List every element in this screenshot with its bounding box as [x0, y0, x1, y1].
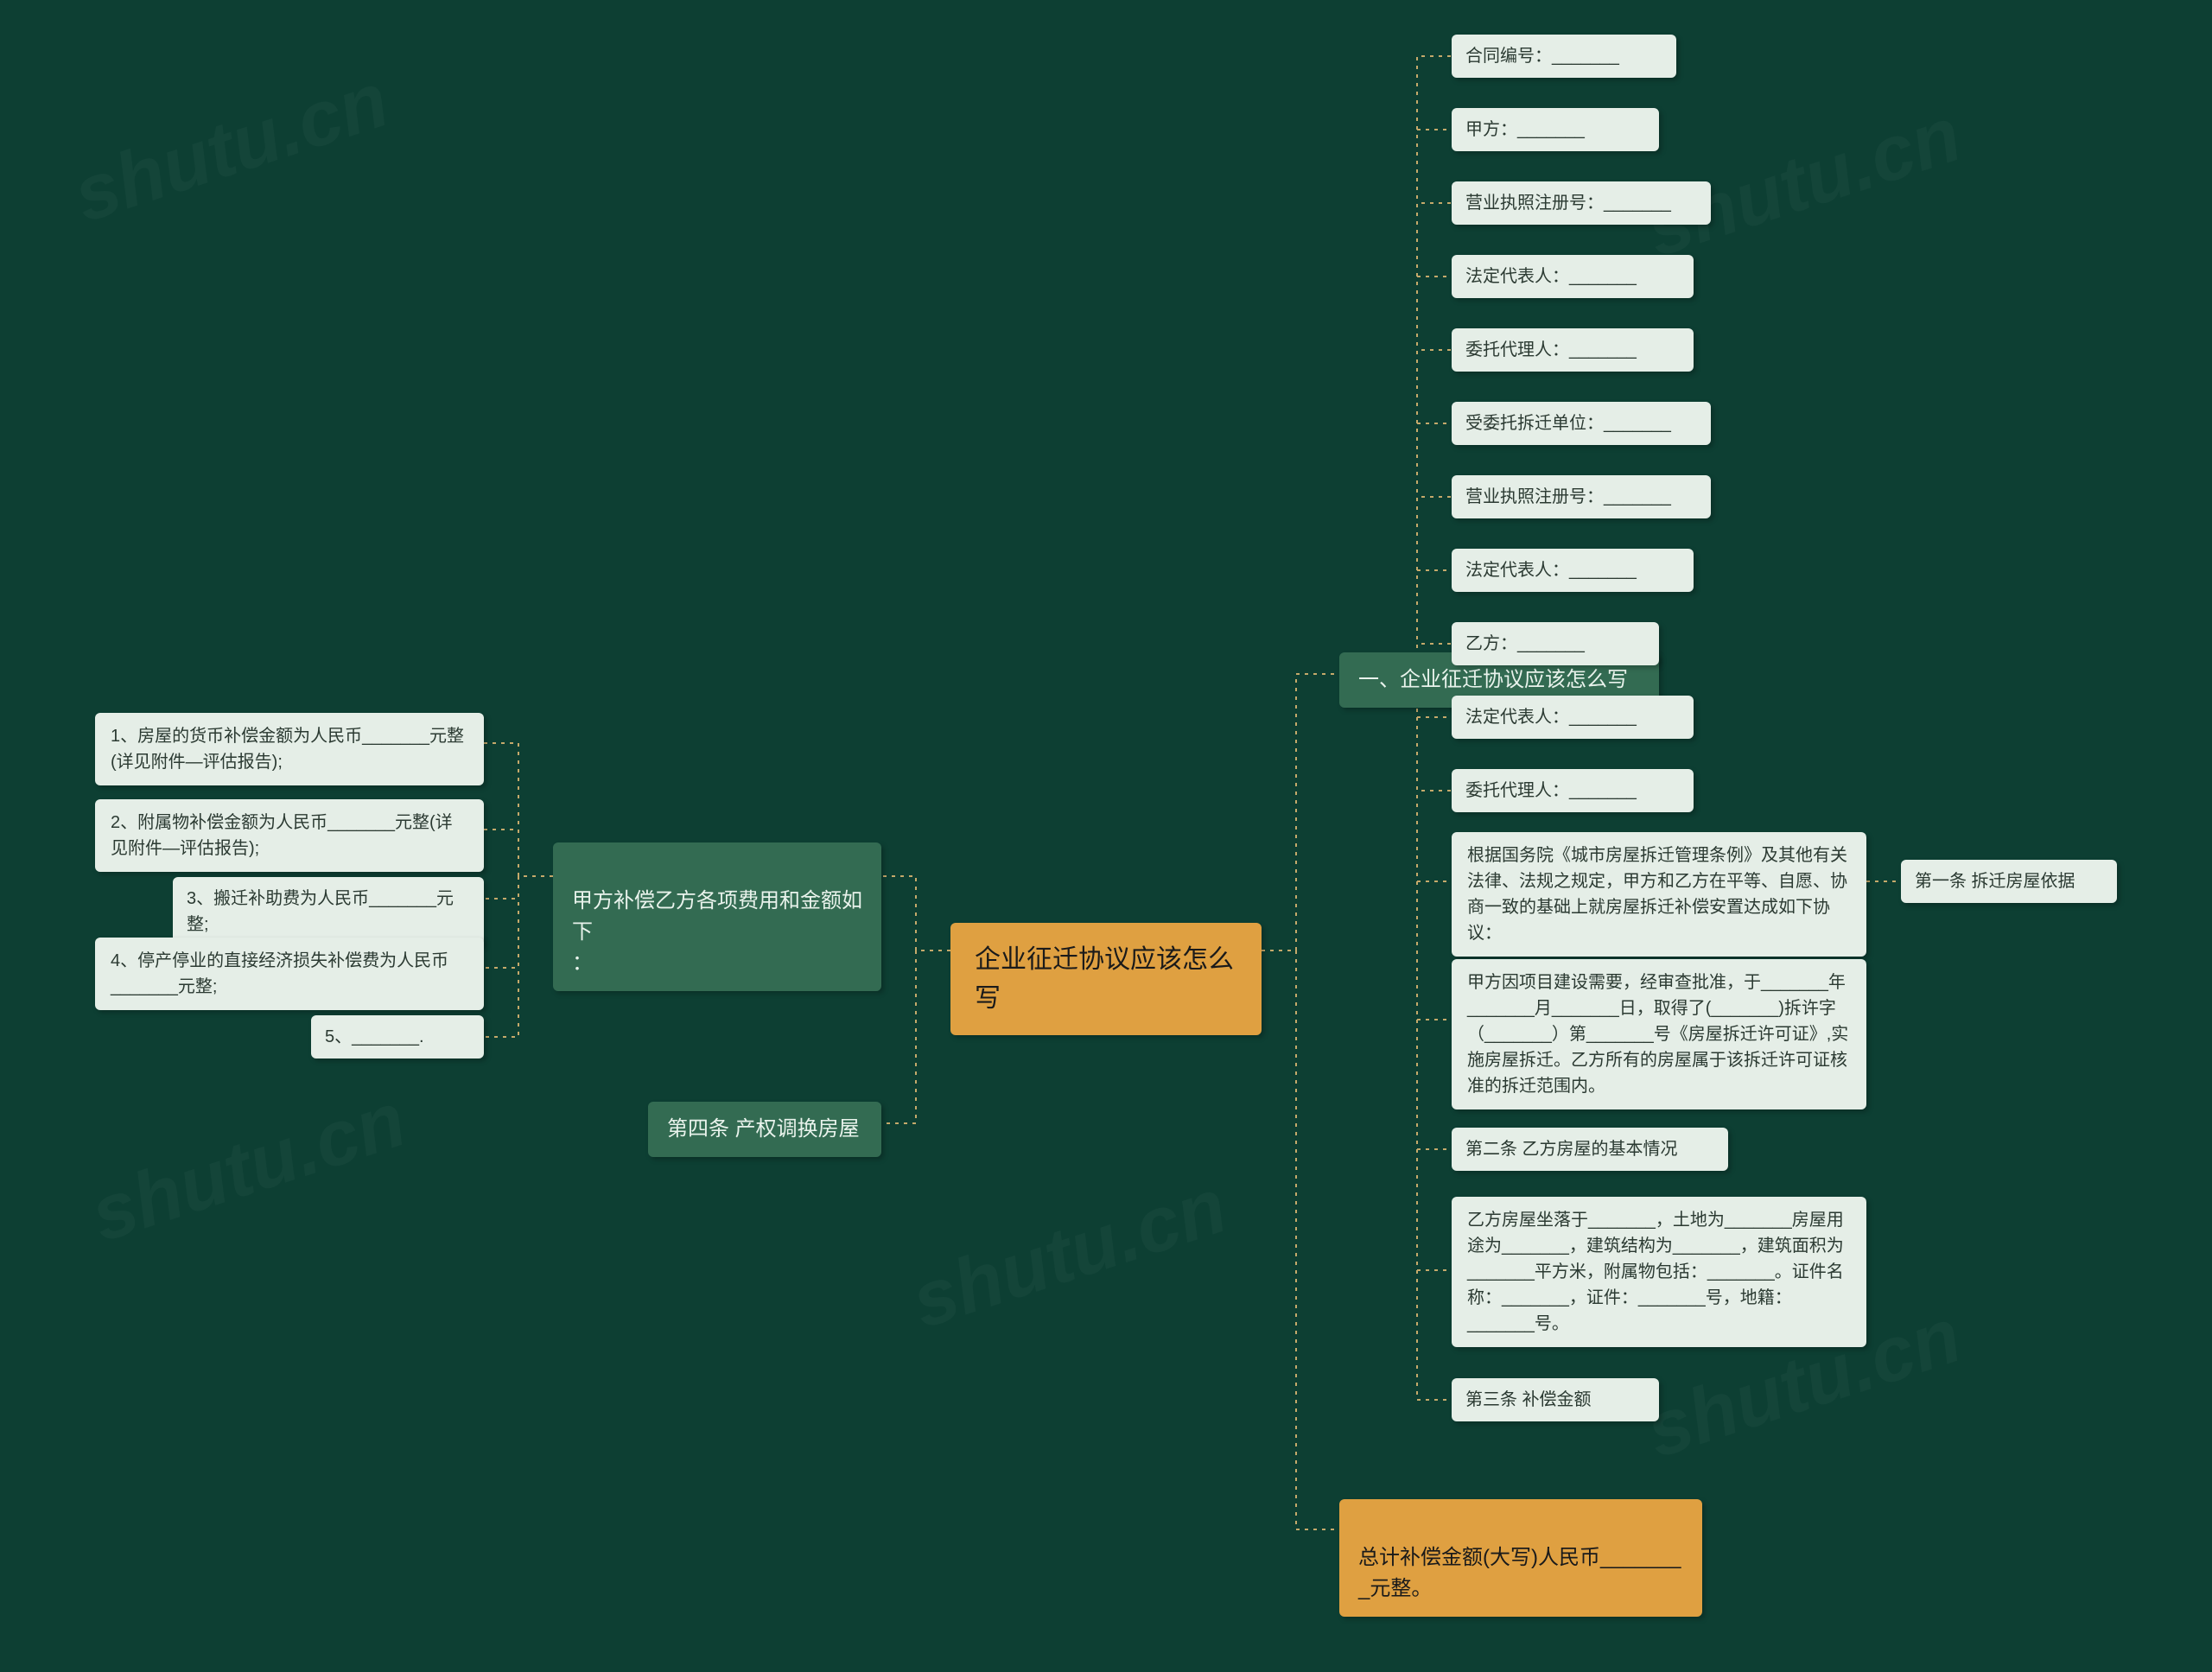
right-para4: 乙方房屋坐落于_______，土地为_______房屋用途为_______，建筑… — [1452, 1197, 1866, 1347]
right-item: 营业执照注册号：_______ — [1452, 181, 1711, 225]
right-item: 法定代表人：_______ — [1452, 549, 1694, 592]
leaf-text: 委托代理人：_______ — [1465, 340, 1637, 359]
leaf-text: 法定代表人：_______ — [1465, 267, 1637, 286]
left-item: 4、停产停业的直接经济损失补偿费为人民币_______元整; — [95, 938, 484, 1010]
left-branch-1-label: 甲方补偿乙方各项费用和金额如下 ： — [572, 889, 862, 975]
right-para5: 第三条 补偿金额 — [1452, 1378, 1659, 1421]
right-para2: 甲方因项目建设需要，经审查批准，于_______年_______月_______… — [1452, 959, 1866, 1109]
left-item: 2、附属物补偿金额为人民币_______元整(详见附件—评估报告); — [95, 799, 484, 872]
leaf-text: 第二条 乙方房屋的基本情况 — [1465, 1140, 1678, 1159]
leaf-text: 4、停产停业的直接经济损失补偿费为人民币_______元整; — [111, 951, 448, 996]
leaf-text: 乙方：_______ — [1465, 634, 1585, 653]
leaf-text: 委托代理人：_______ — [1465, 781, 1637, 800]
root-node: 企业征迁协议应该怎么写 — [950, 923, 1262, 1035]
right-item: 乙方：_______ — [1452, 622, 1659, 665]
left-branch-2-label: 第四条 产权调换房屋 — [667, 1117, 860, 1141]
right-item: 营业执照注册号：_______ — [1452, 475, 1711, 518]
leaf-text: 法定代表人：_______ — [1465, 708, 1637, 727]
left-item: 1、房屋的货币补偿金额为人民币_______元整(详见附件—评估报告); — [95, 713, 484, 785]
right-branch-2-label: 总计补偿金额(大写)人民币_______ _元整。 — [1358, 1546, 1681, 1600]
right-item: 委托代理人：_______ — [1452, 769, 1694, 812]
leaf-text: 营业执照注册号：_______ — [1465, 194, 1671, 213]
right-para1: 根据国务院《城市房屋拆迁管理条例》及其他有关法律、法规之规定，甲方和乙方在平等、… — [1452, 832, 1866, 957]
watermark: shutu.cn — [901, 1162, 1236, 1347]
left-item: 5、_______. — [311, 1015, 484, 1059]
leaf-text: 甲方因项目建设需要，经审查批准，于_______年_______月_______… — [1467, 973, 1848, 1096]
right-item: 委托代理人：_______ — [1452, 328, 1694, 372]
right-para3: 第二条 乙方房屋的基本情况 — [1452, 1128, 1728, 1171]
right-item: 甲方：_______ — [1452, 108, 1659, 151]
right-para1-side: 第一条 拆迁房屋依据 — [1901, 860, 2117, 903]
left-item: 3、搬迁补助费为人民币_______元整; — [173, 877, 484, 946]
right-item: 受委托拆迁单位：_______ — [1452, 402, 1711, 445]
left-branch-1: 甲方补偿乙方各项费用和金额如下 ： — [553, 842, 881, 991]
leaf-text: 法定代表人：_______ — [1465, 561, 1637, 580]
watermark: shutu.cn — [80, 1076, 416, 1261]
leaf-text: 5、_______. — [325, 1027, 424, 1046]
leaf-text: 第三条 补偿金额 — [1465, 1390, 1592, 1409]
leaf-text: 受委托拆迁单位：_______ — [1465, 414, 1671, 433]
leaf-text: 1、房屋的货币补偿金额为人民币_______元整(详见附件—评估报告); — [111, 727, 464, 772]
right-item: 法定代表人：_______ — [1452, 255, 1694, 298]
leaf-text: 第一条 拆迁房屋依据 — [1915, 872, 2075, 891]
right-item: 合同编号：_______ — [1452, 35, 1676, 78]
leaf-text: 营业执照注册号：_______ — [1465, 487, 1671, 506]
left-branch-2: 第四条 产权调换房屋 — [648, 1102, 881, 1157]
leaf-text: 甲方：_______ — [1465, 120, 1585, 139]
right-item: 法定代表人：_______ — [1452, 696, 1694, 739]
right-branch-2: 总计补偿金额(大写)人民币_______ _元整。 — [1339, 1499, 1702, 1617]
watermark: shutu.cn — [63, 56, 398, 241]
leaf-text: 合同编号：_______ — [1465, 47, 1619, 66]
leaf-text: 2、附属物补偿金额为人民币_______元整(详见附件—评估报告); — [111, 813, 453, 858]
root-label: 企业征迁协议应该怎么写 — [975, 945, 1234, 1013]
leaf-text: 3、搬迁补助费为人民币_______元整; — [187, 889, 454, 934]
right-branch-1-label: 一、企业征迁协议应该怎么写 — [1358, 668, 1628, 691]
leaf-text: 乙方房屋坐落于_______，土地为_______房屋用途为_______，建筑… — [1467, 1211, 1844, 1333]
leaf-text: 根据国务院《城市房屋拆迁管理条例》及其他有关法律、法规之规定，甲方和乙方在平等、… — [1467, 846, 1847, 943]
